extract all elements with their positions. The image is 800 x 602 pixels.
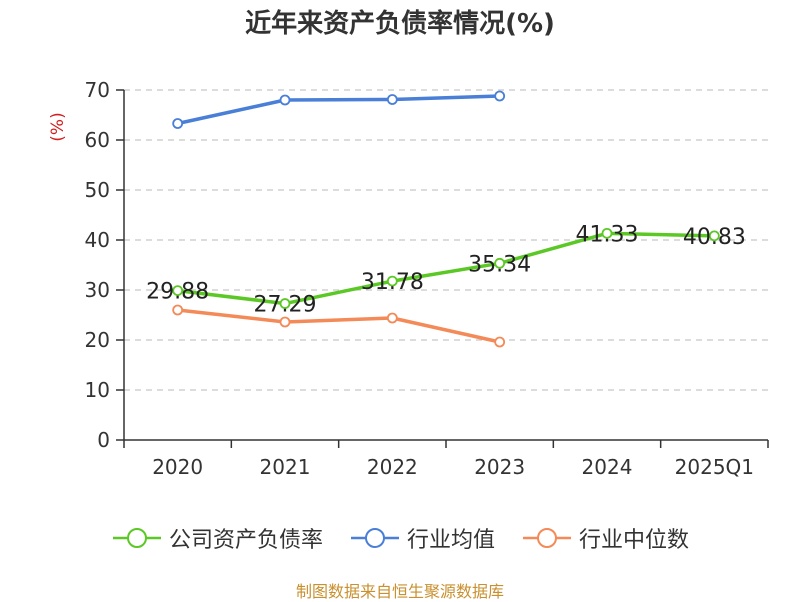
y-axis-label: (%) [48,112,68,141]
data-point [279,298,291,309]
legend-marker-icon [112,528,161,548]
data-label: 31.78 [361,270,424,295]
axis-layer: 0 10 20 30 40 50 60 70 2020 2021 2022 2023 2024 2025Q… [85,78,769,479]
y-tick-label: 70 [85,78,110,102]
legend-item-2[interactable]: 行业中位数 [521,522,689,554]
series-layer [172,90,720,348]
legend-label: 公司资产负债率 [168,528,323,553]
y-tick-label: 50 [85,178,110,202]
data-point [172,118,184,129]
chart-title: 近年来资产负债率情况(%) [245,9,555,39]
x-tick-label: 2020 [152,455,203,479]
data-point [494,257,506,269]
data-label: 40.83 [683,225,746,250]
series-line-1 [177,94,500,126]
y-tick-label: 30 [85,278,110,302]
series-line-2 [177,308,501,344]
data-point [494,90,506,102]
legend-label: 行业中位数 [579,528,690,553]
data-point [601,227,613,239]
data-label: 35.34 [468,252,531,277]
data-label: 27.29 [254,293,317,318]
x-tick-label: 2021 [260,455,311,479]
data-label: 29.88 [146,280,209,305]
data-label-layer: 29.88 27.29 31.78 35.34 41.33 40.83 [146,222,746,317]
legend-marker-icon [523,528,571,548]
data-label: 41.33 [576,222,639,247]
x-tick-label: 2025Q1 [675,455,754,479]
data-point [386,94,398,105]
legend-marker-icon [350,528,399,548]
data-point [386,312,398,324]
grid-layer [124,89,768,391]
legend-circle [364,528,385,548]
legend-item-0[interactable]: 公司资产负债率 [111,522,323,554]
legend-item-1[interactable]: 行业均值 [349,522,495,554]
data-point [494,336,506,348]
y-tick-label: 10 [85,378,110,402]
x-tick-label: 2024 [582,455,633,479]
y-tick-label: 20 [85,328,110,352]
x-tick-label: 2023 [474,455,525,479]
legend: 公司资产负债率 行业均值 行业中位数 [0,516,800,560]
data-point [708,230,720,242]
data-point [172,285,184,297]
x-tick-label: 2022 [367,455,418,479]
y-tick-label: 60 [85,128,110,152]
source-note: 制图数据来自恒生聚源数据库 [295,582,504,601]
legend-label: 行业均值 [406,528,495,553]
data-point [386,275,398,287]
series-line-0 [177,231,715,306]
data-point [279,94,291,106]
data-point [279,316,291,328]
legend-circle [537,528,557,548]
y-tick-label: 40 [85,228,110,252]
y-tick-label: 0 [97,428,110,452]
data-point [172,304,184,316]
legend-circle [126,528,147,548]
